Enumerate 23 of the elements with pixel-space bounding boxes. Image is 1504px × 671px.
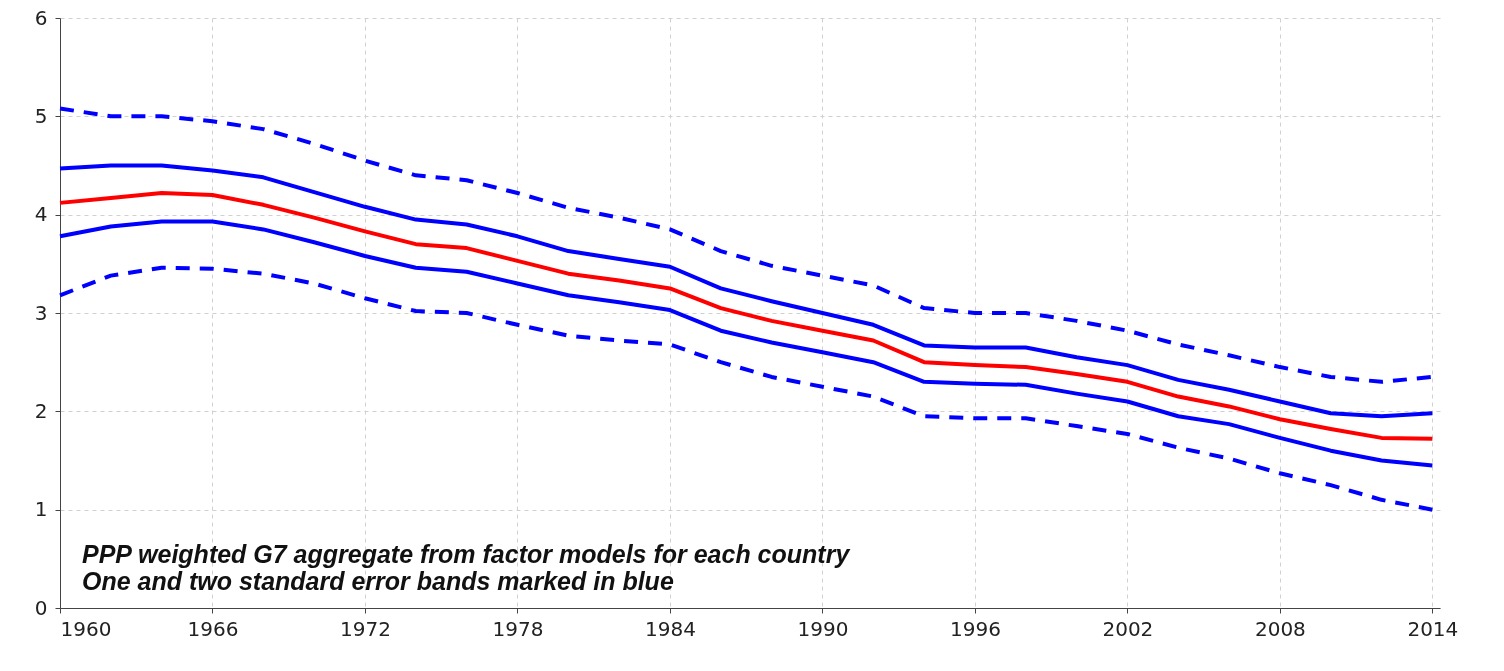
- x-tick-label: 1978: [492, 616, 544, 641]
- annotation: PPP weighted G7 aggregate from factor models for each country: [82, 540, 851, 568]
- x-tick-label: 1996: [949, 616, 1001, 641]
- y-tick-label: 4: [34, 202, 48, 227]
- y-tick-label: 6: [34, 5, 48, 30]
- line-series: [58, 191, 1435, 441]
- y-tick-label: 2: [34, 398, 48, 423]
- line-series: [58, 265, 1435, 512]
- x-tick-label: 1984: [644, 616, 696, 641]
- line-series: [58, 163, 1435, 419]
- x-tick-label: 1972: [340, 616, 391, 641]
- x-tick-label: 1966: [187, 616, 239, 641]
- x-tick-label: 1960: [60, 616, 112, 641]
- line-series: [58, 219, 1435, 468]
- y-tick-label: 1: [34, 497, 48, 522]
- y-tick-label: 0: [34, 595, 48, 620]
- y-tick-label: 5: [34, 103, 48, 128]
- x-tick-label: 1990: [797, 616, 849, 641]
- annotation: One and two standard error bands marked in blue: [82, 567, 674, 595]
- x-tick-label: 2002: [1102, 616, 1154, 641]
- y-tick-label: 3: [34, 300, 48, 325]
- x-tick-label: 2008: [1254, 616, 1306, 641]
- x-tick-label: 2014: [1407, 616, 1459, 641]
